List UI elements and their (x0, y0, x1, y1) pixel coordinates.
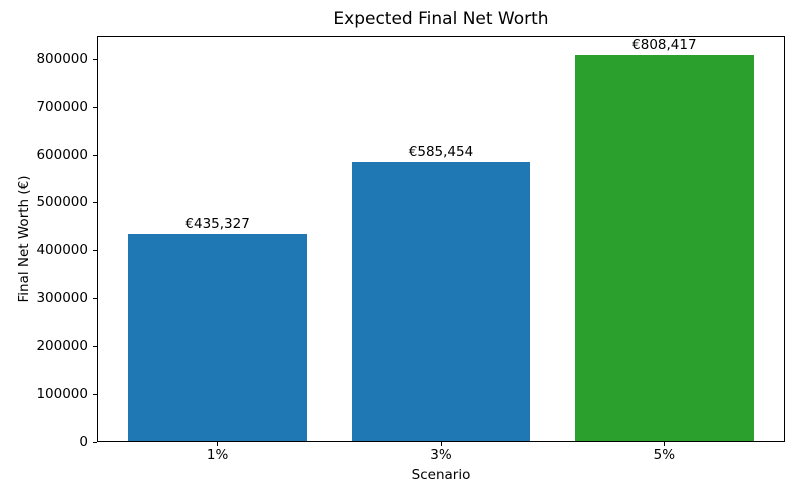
y-tick-mark (93, 393, 97, 395)
bar-value-label: €435,327 (185, 215, 250, 232)
y-tick-mark (93, 154, 97, 156)
y-tick-mark (93, 202, 97, 204)
bar-3% (351, 161, 531, 442)
y-tick-label: 300000 (36, 290, 88, 306)
y-tick-label: 500000 (36, 194, 88, 211)
x-tick-mark (663, 442, 665, 446)
y-tick-label: 800000 (36, 50, 88, 67)
chart-title: Expected Final Net Worth (333, 9, 549, 29)
y-tick-label: 600000 (36, 146, 88, 163)
y-tick-mark (93, 250, 97, 252)
x-axis-label: Scenario (411, 467, 471, 483)
y-tick-label: 0 (79, 433, 88, 450)
x-tick-mark (217, 442, 219, 446)
bar-value-label: €808,417 (632, 37, 697, 54)
x-tick-label: 5% (653, 447, 676, 463)
bar-1% (128, 233, 307, 442)
y-tick-label: 700000 (36, 98, 88, 115)
y-tick-label: 200000 (36, 337, 88, 354)
y-tick-mark (93, 345, 97, 347)
y-tick-mark (93, 106, 97, 108)
y-tick-mark (93, 58, 97, 60)
y-tick-mark (93, 441, 97, 443)
x-tick-label: 3% (430, 447, 452, 463)
bar-value-label: €585,454 (408, 143, 474, 160)
x-tick-mark (440, 442, 442, 446)
y-tick-label: 100000 (36, 385, 88, 402)
x-tick-label: 1% (206, 447, 229, 463)
y-tick-mark (93, 298, 97, 299)
bar-5% (575, 55, 754, 442)
y-tick-label: 400000 (36, 242, 88, 259)
